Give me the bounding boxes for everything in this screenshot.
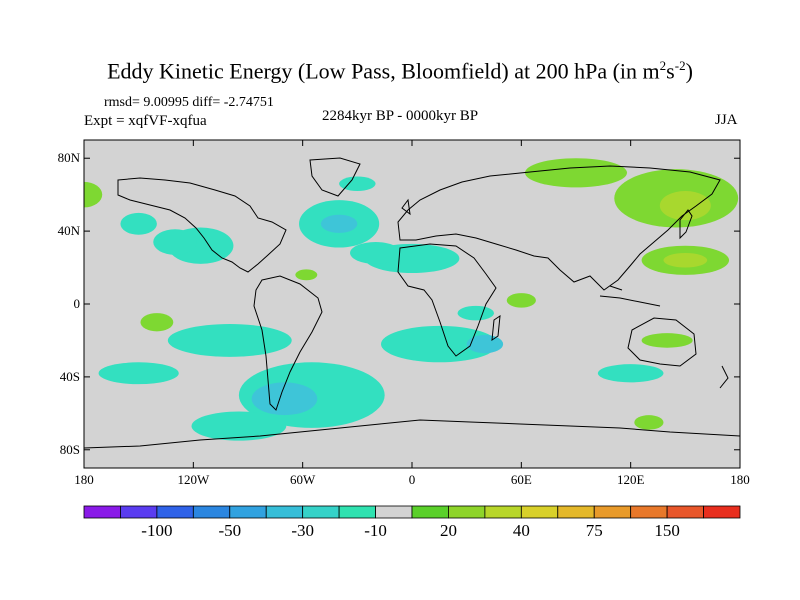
y-tick-label-2: 0 bbox=[74, 296, 81, 311]
anomaly-region-14 bbox=[191, 411, 287, 441]
anomaly-region-8 bbox=[167, 324, 292, 357]
anomaly-region-24 bbox=[506, 293, 536, 308]
anomaly-region-23 bbox=[140, 313, 174, 332]
colorbar-box-5 bbox=[265, 505, 304, 519]
coastlines bbox=[84, 157, 740, 449]
anomaly-region-16 bbox=[457, 305, 494, 321]
colorbar-label-7: 150 bbox=[654, 521, 680, 540]
anomaly-region-27 bbox=[641, 333, 693, 348]
anomaly-region-7 bbox=[350, 242, 402, 264]
x-tick-label-3: 0 bbox=[409, 472, 416, 487]
coastline-madagascar bbox=[491, 314, 501, 342]
colorbar-box-7 bbox=[338, 505, 376, 519]
colorbar-label-6: 75 bbox=[586, 521, 603, 540]
colorbar-box-12 bbox=[520, 505, 559, 519]
experiment-label: Expt = xqfVF-xqfua bbox=[84, 113, 207, 129]
coastline-australia bbox=[627, 317, 697, 367]
colorbar-box-9 bbox=[411, 505, 449, 519]
anomaly-region-5 bbox=[339, 176, 376, 192]
colorbar-box-0 bbox=[83, 505, 121, 519]
coastline-north-america bbox=[117, 177, 287, 273]
colorbar-box-4 bbox=[229, 505, 267, 519]
colorbar-box-14 bbox=[593, 505, 632, 519]
anomaly-region-13 bbox=[251, 382, 318, 416]
coastline-south-america bbox=[253, 275, 323, 411]
anomaly-region-10 bbox=[466, 334, 504, 354]
anomaly-region-9 bbox=[381, 325, 498, 363]
y-tick-label-0: 80N bbox=[58, 150, 81, 165]
coastline-eurasia bbox=[397, 165, 721, 291]
colorbar-box-10 bbox=[448, 505, 486, 519]
anomaly-region-2 bbox=[120, 212, 157, 235]
period-label: 2284kyr BP - 0000kyr BP bbox=[322, 108, 479, 124]
colorbar-box-13 bbox=[557, 505, 595, 519]
x-tick-label-1: 120W bbox=[177, 472, 210, 487]
colorbar-box-15 bbox=[630, 505, 668, 519]
anomaly-region-26 bbox=[634, 415, 664, 430]
anomaly-region-11 bbox=[98, 362, 179, 385]
anomaly-region-25 bbox=[295, 269, 318, 281]
colorbar-box-8 bbox=[375, 505, 413, 519]
coastline-antarctica bbox=[84, 419, 740, 449]
anomaly-region-19 bbox=[659, 191, 711, 221]
coastline-new-zealand bbox=[719, 365, 729, 389]
map-axes: 180 120W 60W 0 60E 120E 180 80N 40N 0 40S 80S bbox=[58, 140, 750, 487]
anomaly-region-4 bbox=[320, 214, 358, 233]
x-tick-label-6: 180 bbox=[730, 472, 750, 487]
colorbar-label-0: -100 bbox=[141, 521, 172, 540]
anomaly-regions bbox=[84, 158, 739, 441]
coastline-uk bbox=[401, 198, 411, 216]
colorbar-label-2: -30 bbox=[291, 521, 314, 540]
x-tick-label-2: 60W bbox=[290, 472, 316, 487]
coastline-africa bbox=[397, 243, 497, 357]
colorbar-box-2 bbox=[156, 505, 194, 519]
colorbar-label-4: 20 bbox=[440, 521, 457, 540]
colorbar-box-3 bbox=[192, 505, 231, 519]
coastline-japan bbox=[679, 209, 693, 240]
colorbar-box-1 bbox=[120, 505, 158, 519]
y-tick-label-1: 40N bbox=[58, 223, 81, 238]
x-tick-label-5: 120E bbox=[617, 472, 645, 487]
anomaly-region-1 bbox=[153, 229, 197, 255]
y-tick-label-4: 80S bbox=[60, 442, 80, 457]
colorbar-label-5: 40 bbox=[513, 521, 530, 540]
colorbar-box-6 bbox=[302, 505, 340, 519]
x-tick-label-4: 60E bbox=[511, 472, 532, 487]
anomaly-region-17 bbox=[524, 158, 628, 188]
colorbar-label-3: -10 bbox=[364, 521, 387, 540]
anomaly-region-15 bbox=[597, 364, 664, 383]
season-label: JJA bbox=[715, 112, 738, 128]
x-tick-label-0: 180 bbox=[74, 472, 94, 487]
colorbar-box-16 bbox=[666, 505, 704, 519]
stats-line: rmsd= 9.00995 diff= -2.74751 bbox=[104, 95, 274, 110]
colorbar-box-17 bbox=[703, 505, 741, 519]
anomaly-region-22 bbox=[84, 181, 103, 208]
colorbar-label-1: -50 bbox=[218, 521, 241, 540]
colorbar: -100 -50 -30 -10 20 40 75 150 bbox=[83, 505, 741, 540]
colorbar-box-11 bbox=[484, 505, 522, 519]
y-tick-label-3: 40S bbox=[60, 369, 80, 384]
coastline-greenland bbox=[309, 157, 361, 197]
plot-title: Eddy Kinetic Energy (Low Pass, Bloomfiel… bbox=[107, 58, 693, 84]
coastline-indonesia bbox=[599, 285, 661, 307]
anomaly-region-21 bbox=[663, 252, 708, 268]
